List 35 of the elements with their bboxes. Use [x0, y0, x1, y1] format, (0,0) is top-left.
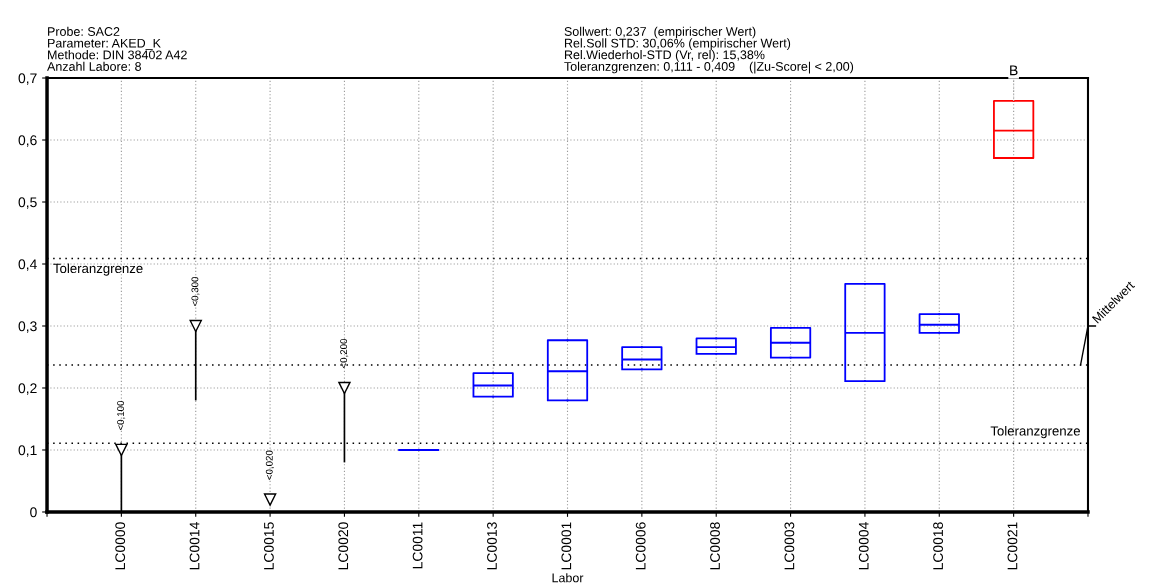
x-tick-label: LC0015 [263, 522, 274, 570]
point [263, 493, 277, 506]
y-tick-label: 0,7 [18, 73, 37, 85]
data-label: <0,200 [340, 338, 349, 369]
y-tick-label: 0,2 [18, 383, 37, 395]
data-label: <0,300 [191, 276, 200, 307]
annotation: B [1010, 65, 1018, 76]
x-tick-label: LC0020 [338, 522, 349, 570]
point [338, 381, 351, 395]
x-axis-title: Labor [552, 573, 584, 583]
data-label: <0,020 [265, 450, 274, 480]
point [189, 319, 202, 333]
point [115, 443, 128, 457]
y-tick-label: 0,3 [18, 321, 37, 333]
x-tick-label: LC0014 [189, 522, 200, 570]
y-tick-label: 0,6 [18, 135, 37, 147]
data-label: <0,100 [117, 400, 126, 431]
x-tick-label: LC0011 [412, 522, 423, 569]
ref-line-label: Toleranzgrenze [990, 425, 1080, 439]
y-tick-label: 0,4 [18, 259, 37, 271]
x-tick-label: LC0006 [635, 522, 646, 570]
x-tick-label: LC0021 [1007, 522, 1018, 570]
chart-subtitle: Sollwert: 0,237 (empirischer Wert) Rel.Soll STD: 30,06% (empirischer Wert) Rel.Wiederhol-STD (Vr, rel): 15,38% Toleranzgrenzen: 0,111 - 0,409 (|Zu-Score| < 2,00) [564, 26, 854, 74]
ref-line-label: Toleranzgrenze [53, 263, 143, 276]
x-tick-label: LC0013 [487, 522, 497, 570]
chart-title: Probe: SAC2 Parameter: AKED_K Methode: DIN 38402 A42 Anzahl Labore: 8 [47, 26, 187, 71]
y-tick-label: 0,1 [18, 445, 37, 457]
x-tick-label: LC0004 [858, 522, 869, 570]
y-tick-label: 0,5 [18, 197, 37, 209]
y-tick-label: 0 [30, 507, 37, 518]
x-tick-label: LC0003 [784, 522, 795, 570]
x-tick-label: LC0008 [710, 522, 720, 570]
x-tick-label: LC0018 [933, 522, 944, 570]
x-tick-label: LC0001 [561, 522, 572, 570]
x-tick-label: LC0000 [115, 522, 126, 570]
